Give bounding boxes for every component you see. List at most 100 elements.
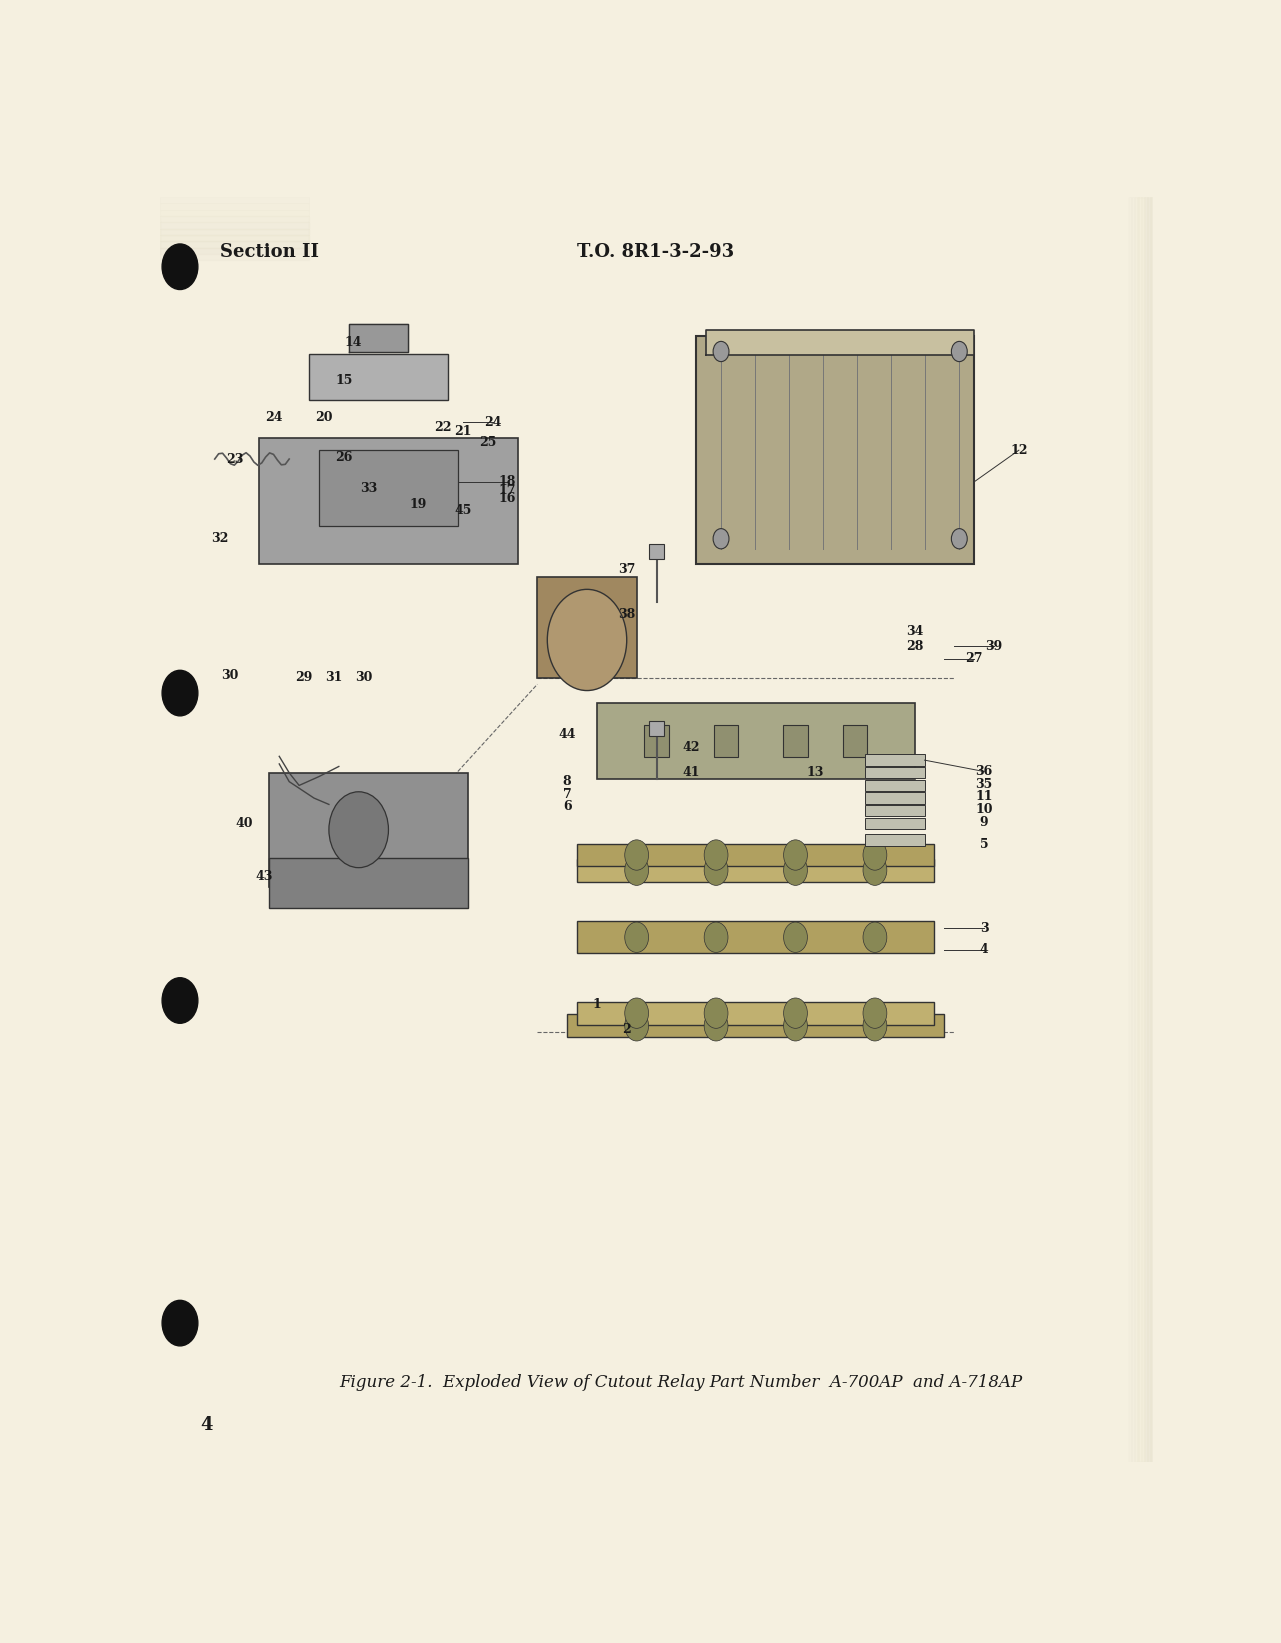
Circle shape [625, 840, 648, 871]
Text: 25: 25 [479, 435, 497, 449]
Circle shape [625, 922, 648, 953]
Text: 10: 10 [975, 803, 993, 817]
Bar [576, 922, 935, 953]
Circle shape [705, 922, 728, 953]
Bar [1149, 197, 1152, 1462]
Text: 34: 34 [906, 624, 924, 637]
Text: 18: 18 [498, 475, 516, 488]
Bar [865, 818, 925, 830]
Text: 32: 32 [211, 532, 228, 545]
Text: 39: 39 [985, 639, 1003, 652]
Circle shape [705, 854, 728, 886]
Circle shape [547, 590, 626, 690]
Bar [1132, 197, 1135, 1462]
Circle shape [714, 529, 729, 549]
Bar [1135, 197, 1138, 1462]
Text: 30: 30 [220, 669, 238, 682]
Bar [714, 725, 738, 757]
Circle shape [625, 1010, 648, 1042]
Bar [538, 577, 637, 679]
Text: 7: 7 [562, 787, 571, 800]
Text: 38: 38 [619, 608, 635, 621]
Text: 17: 17 [498, 485, 516, 498]
Text: 43: 43 [256, 871, 273, 882]
Bar [576, 843, 935, 866]
Text: 13: 13 [807, 766, 824, 779]
Text: Figure 2-1.  Exploded View of Cutout Relay Part Number  A-700AP  and A-718AP: Figure 2-1. Exploded View of Cutout Rela… [338, 1375, 1022, 1392]
Text: 9: 9 [980, 815, 989, 828]
Polygon shape [348, 324, 409, 352]
Circle shape [714, 342, 729, 361]
Text: 41: 41 [683, 766, 699, 779]
Bar [1123, 197, 1126, 1462]
Circle shape [329, 792, 388, 868]
Bar [1126, 197, 1129, 1462]
Text: 12: 12 [1011, 444, 1027, 457]
Bar [1125, 197, 1127, 1462]
Text: 45: 45 [455, 504, 471, 518]
Circle shape [863, 922, 886, 953]
Text: 2: 2 [623, 1024, 632, 1037]
Bar [160, 228, 309, 242]
Bar [843, 725, 867, 757]
Bar [160, 191, 309, 204]
Text: 8: 8 [562, 775, 571, 789]
Circle shape [625, 997, 648, 1029]
Text: 6: 6 [562, 800, 571, 813]
Circle shape [784, 1010, 807, 1042]
Bar [1136, 197, 1140, 1462]
Bar [1131, 197, 1134, 1462]
Bar [1144, 197, 1146, 1462]
Text: 35: 35 [976, 777, 993, 790]
Text: 42: 42 [683, 741, 699, 754]
Circle shape [705, 840, 728, 871]
Bar [319, 450, 459, 526]
Bar [1152, 197, 1154, 1462]
Bar [697, 337, 975, 564]
Bar [649, 544, 664, 559]
Text: 30: 30 [355, 672, 373, 685]
Text: 5: 5 [980, 838, 989, 851]
Text: 15: 15 [336, 375, 352, 388]
Circle shape [863, 997, 886, 1029]
Text: 28: 28 [906, 639, 924, 652]
Text: 27: 27 [966, 652, 983, 665]
Text: 16: 16 [498, 491, 516, 504]
Bar [567, 1014, 944, 1037]
Text: 22: 22 [434, 421, 452, 434]
Bar [1141, 197, 1144, 1462]
Text: 3: 3 [980, 922, 989, 935]
Circle shape [163, 243, 197, 289]
Text: 37: 37 [617, 562, 635, 575]
Polygon shape [706, 330, 975, 355]
Bar [865, 767, 925, 779]
Text: T.O. 8R1-3-2-93: T.O. 8R1-3-2-93 [576, 243, 734, 261]
Bar [783, 725, 808, 757]
Text: 40: 40 [236, 817, 254, 830]
Circle shape [163, 978, 197, 1024]
Bar [309, 353, 448, 399]
Bar [865, 792, 925, 803]
Bar [160, 217, 309, 228]
Text: 26: 26 [336, 452, 352, 465]
Circle shape [784, 922, 807, 953]
Circle shape [784, 997, 807, 1029]
Circle shape [163, 670, 197, 716]
Bar [1143, 197, 1145, 1462]
Text: 24: 24 [484, 416, 501, 429]
Bar [1145, 197, 1149, 1462]
Text: 23: 23 [225, 452, 243, 465]
Bar [1134, 197, 1136, 1462]
Text: Section II: Section II [220, 243, 319, 261]
Text: 31: 31 [325, 672, 342, 685]
Circle shape [863, 840, 886, 871]
Bar [644, 725, 669, 757]
Bar [1127, 197, 1131, 1462]
Circle shape [705, 1010, 728, 1042]
Bar [1146, 197, 1150, 1462]
Bar [1140, 197, 1143, 1462]
Bar [160, 197, 309, 210]
Circle shape [625, 854, 648, 886]
Circle shape [784, 854, 807, 886]
Text: 19: 19 [410, 498, 427, 511]
